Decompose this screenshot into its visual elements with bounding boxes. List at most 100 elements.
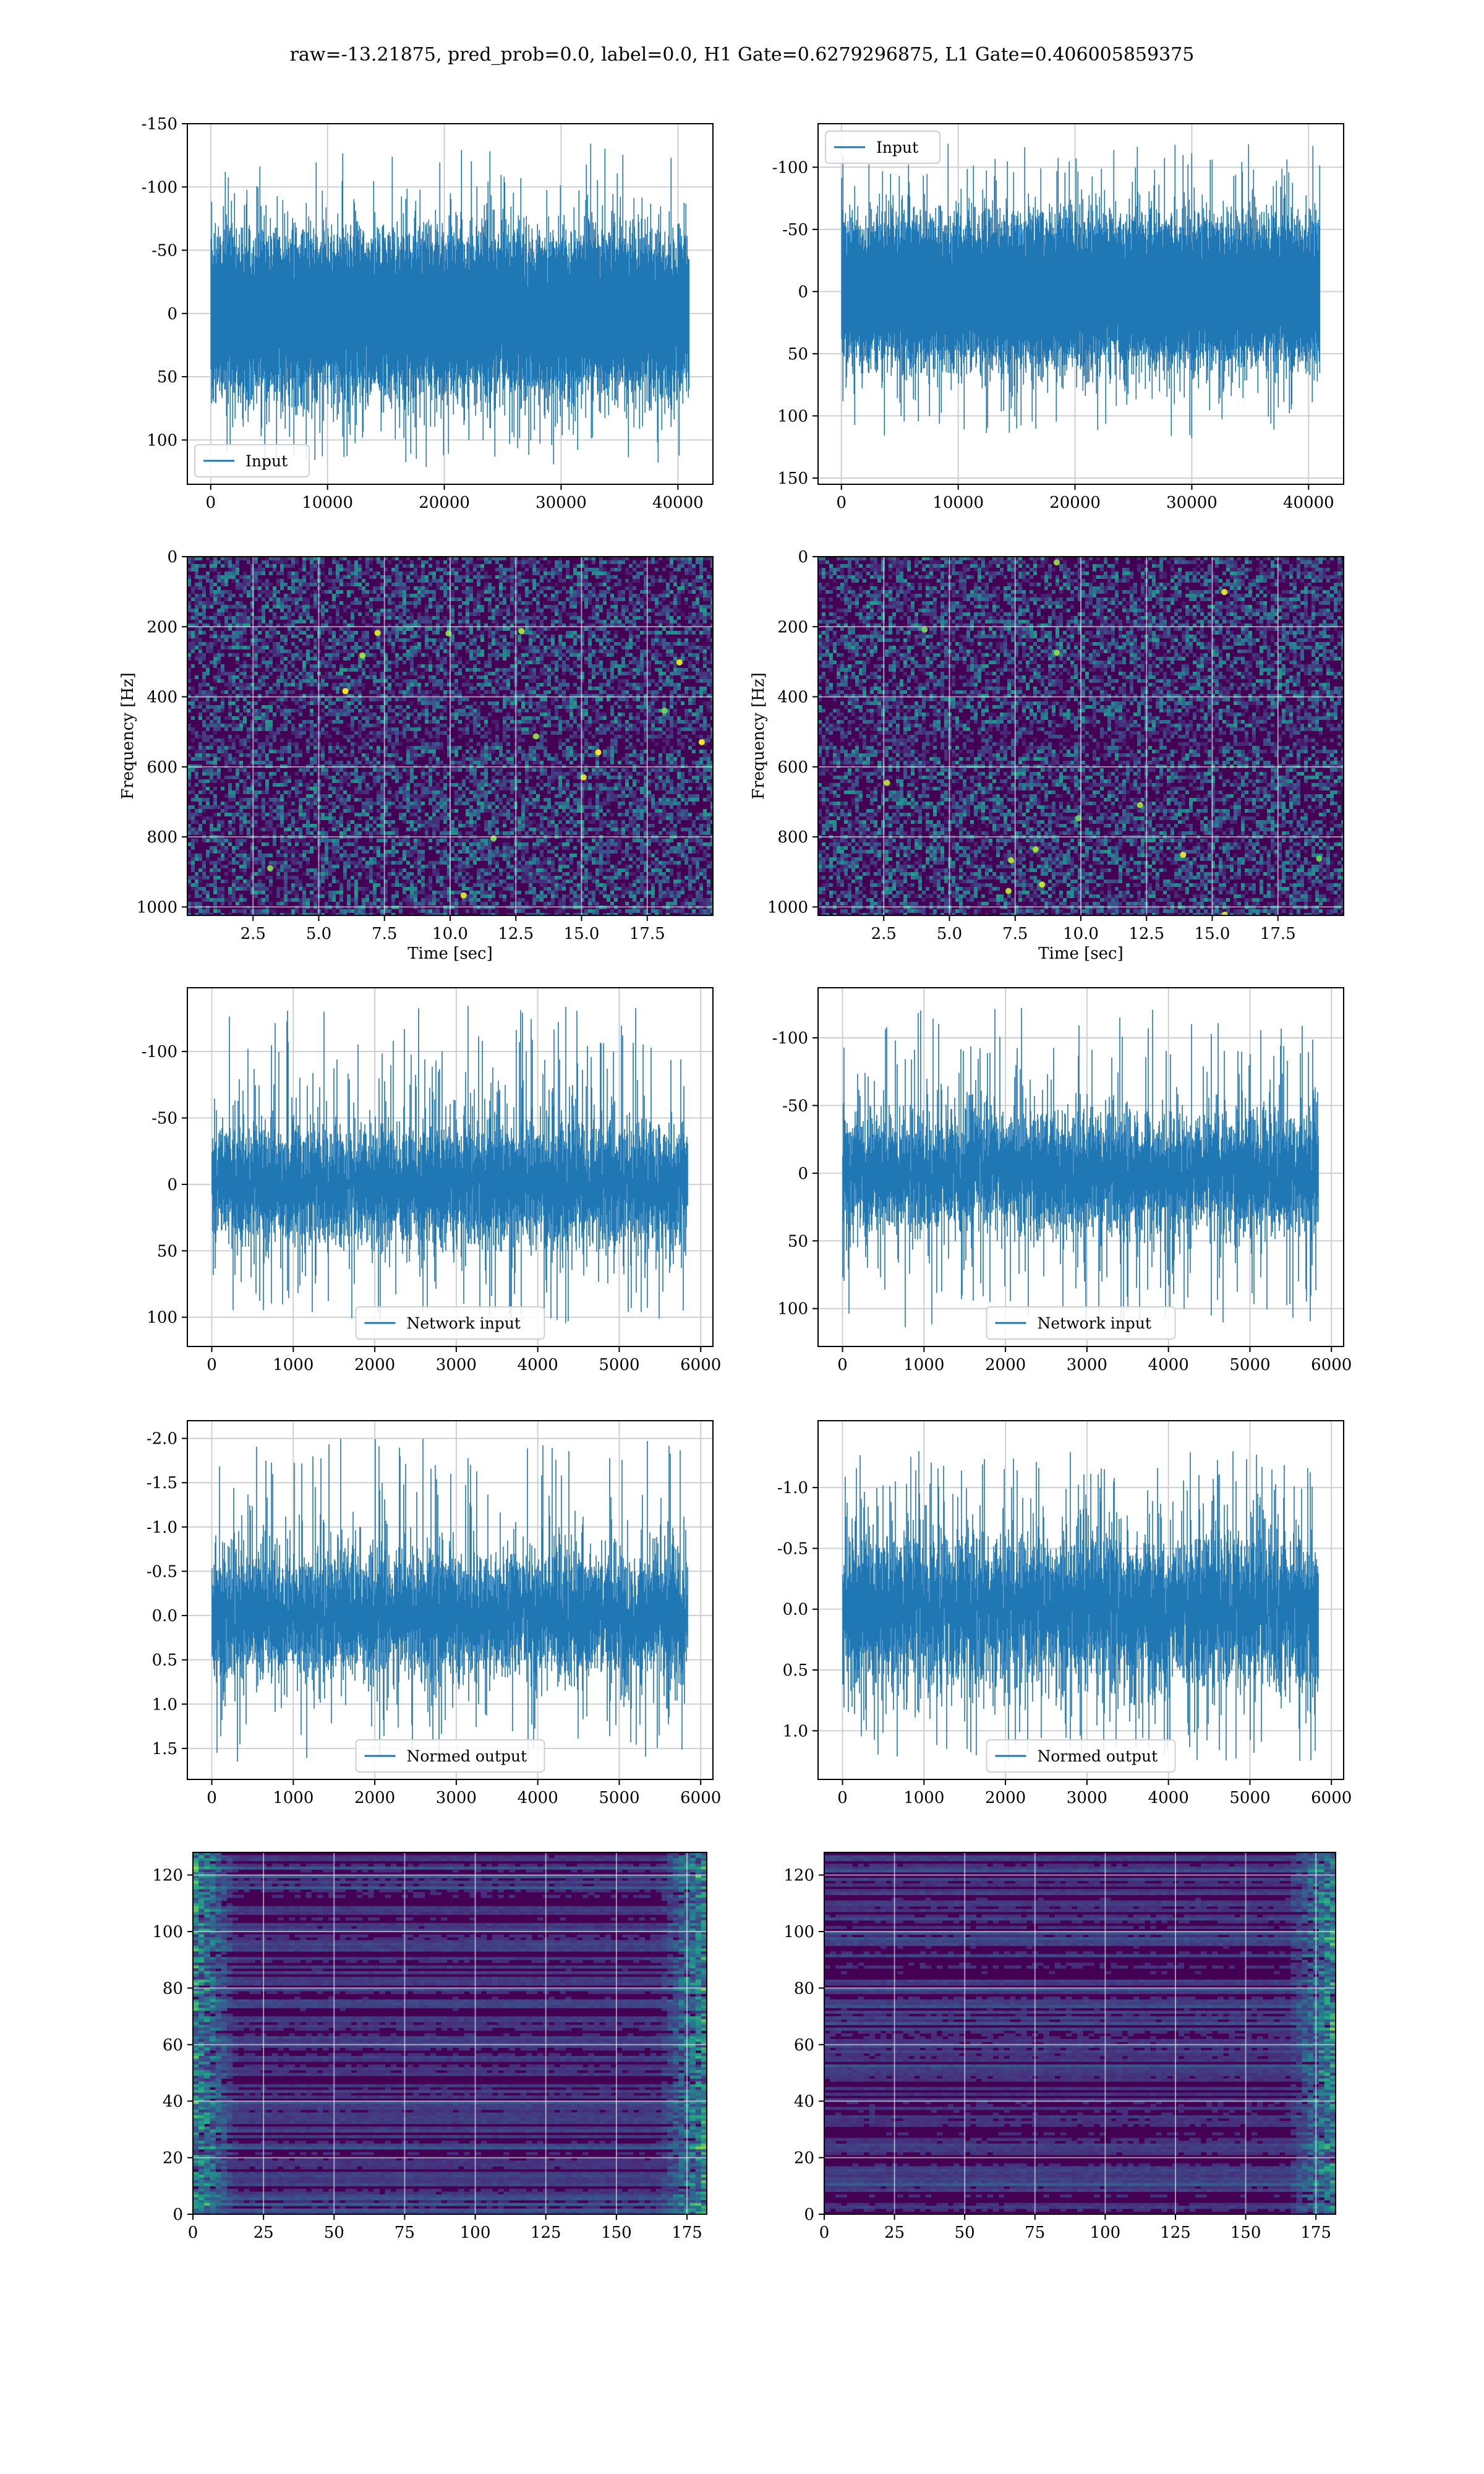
- x-tick-label: 10.0: [1063, 925, 1099, 943]
- x-tick-label: 175: [672, 2224, 702, 2242]
- legend-box: [825, 131, 940, 164]
- x-tick-label: 2000: [985, 1789, 1026, 1807]
- x-tick-label: 40000: [1283, 494, 1334, 512]
- x-tick-label: 5000: [1229, 1356, 1270, 1374]
- x-tick-label: 6000: [680, 1356, 721, 1374]
- legend: Network input: [986, 1306, 1176, 1340]
- x-tick-label: 75: [1025, 2224, 1045, 2242]
- x-tick-label: 150: [601, 2224, 632, 2242]
- x-tick-label: 10000: [932, 494, 984, 512]
- y-tick-label: 80: [163, 1979, 183, 1998]
- x-tick-label: 3000: [436, 1789, 477, 1807]
- x-axis-label: Time [sec]: [1038, 944, 1124, 963]
- legend-box: [194, 444, 310, 477]
- x-tick-label: 25: [254, 2224, 274, 2242]
- x-tick-label: 20000: [419, 494, 470, 512]
- legend: Input: [825, 131, 940, 164]
- h1-spectrogram-chart: 2.5 5.0 7.5 10.0 12.5 15.0 17.5 0 200 400 600 800 10…: [119, 548, 714, 963]
- y-tick-label: 120: [152, 1867, 183, 1885]
- y-tick-label: -0.5: [777, 1539, 808, 1558]
- x-tick-label: 5.0: [306, 925, 331, 943]
- x-tick-label: 0: [207, 1356, 217, 1374]
- x-tick-label: 75: [394, 2224, 415, 2242]
- l1-input-chart: Input 0 10000 20000 30000 40000 -100 -50 0 50 100 1…: [772, 123, 1344, 512]
- y-tick-label: 100: [777, 407, 808, 426]
- axes-frame: [817, 1420, 1344, 1780]
- y-tick-label: -100: [142, 1043, 177, 1061]
- l1-spectrogram-chart: 2.5 5.0 7.5 10.0 12.5 15.0 17.5 0 200 400 600 800 10…: [749, 548, 1344, 963]
- legend-label: Network input: [407, 1314, 521, 1332]
- legend-box: [355, 1739, 545, 1773]
- x-tick-label: 0: [819, 2224, 830, 2242]
- y-tick-label: 0.0: [152, 1607, 177, 1625]
- h1-normed-output-chart: Normed output 0 1000 2000 3000 4000 5000 6000 -2…: [147, 1420, 721, 1807]
- y-axis-label: Frequency [Hz]: [749, 672, 768, 800]
- y-tick-label: -100: [772, 1029, 808, 1048]
- x-tick-label: 100: [460, 2224, 491, 2242]
- y-tick-label: 1000: [767, 898, 808, 917]
- x-tick-label: 10000: [302, 494, 353, 512]
- x-tick-label: 1000: [273, 1789, 313, 1807]
- x-tick-label: 10.0: [432, 925, 468, 943]
- y-tick-label: 20: [163, 2149, 183, 2168]
- y-tick-label: 120: [783, 1867, 814, 1885]
- l1-spectrogram-image: [818, 557, 1344, 915]
- x-tick-label: 12.5: [1128, 925, 1164, 943]
- y-tick-label: 0: [798, 1165, 808, 1183]
- y-tick-label: 400: [777, 688, 808, 707]
- x-tick-label: 6000: [1311, 1789, 1352, 1807]
- y-tick-label: 1.5: [152, 1740, 177, 1758]
- x-tick-label: 40000: [652, 494, 704, 512]
- legend-label: Network input: [1038, 1314, 1151, 1332]
- y-tick-label: -1.0: [777, 1479, 808, 1497]
- x-tick-label: 0: [837, 494, 847, 512]
- x-tick-label: 6000: [680, 1789, 721, 1807]
- legend-box: [986, 1739, 1176, 1773]
- y-tick-label: 100: [152, 1923, 183, 1941]
- y-tick-label: 150: [777, 469, 808, 488]
- x-tick-label: 6000: [1311, 1356, 1352, 1374]
- x-tick-label: 25: [884, 2224, 905, 2242]
- y-tick-label: 0: [167, 548, 177, 567]
- x-tick-label: 17.5: [629, 925, 665, 943]
- y-tick-label: 50: [788, 345, 808, 364]
- y-tick-label: -1.0: [147, 1518, 177, 1537]
- y-tick-label: 0: [173, 2206, 183, 2224]
- x-tick-label: 100: [1090, 2224, 1121, 2242]
- x-tick-label: 5.0: [937, 925, 962, 943]
- x-tick-label: 17.5: [1260, 925, 1296, 943]
- x-tick-label: 5000: [599, 1789, 639, 1807]
- series-line-input: [210, 143, 690, 467]
- x-tick-label: 150: [1230, 2224, 1261, 2242]
- y-tick-label: 800: [147, 828, 177, 847]
- legend-box: [986, 1306, 1176, 1340]
- y-tick-label: 600: [147, 758, 177, 777]
- y-tick-label: 0: [167, 1176, 177, 1194]
- y-tick-label: 1.0: [152, 1695, 177, 1714]
- y-tick-label: -1.5: [147, 1474, 177, 1492]
- x-tick-label: 5000: [599, 1356, 639, 1374]
- x-tick-label: 7.5: [1002, 925, 1028, 943]
- x-tick-label: 125: [1160, 2224, 1191, 2242]
- series-line-normed-output: [211, 1439, 688, 1761]
- h1-feature-map-chart: 0 25 50 75 100 125 150 175 0 20 40 60 80 100 120: [152, 1852, 707, 2242]
- x-tick-label: 15.0: [564, 925, 600, 943]
- y-tick-label: 400: [147, 688, 177, 707]
- y-tick-label: 80: [794, 1979, 814, 1998]
- x-tick-label: 2000: [354, 1789, 395, 1807]
- x-tick-label: 125: [531, 2224, 561, 2242]
- y-tick-label: 100: [147, 1309, 177, 1327]
- y-tick-label: 50: [157, 368, 177, 387]
- x-axis-label: Time [sec]: [407, 944, 493, 963]
- x-tick-label: 4000: [518, 1789, 558, 1807]
- y-tick-label: 60: [163, 2036, 183, 2055]
- legend-label: Input: [245, 452, 288, 470]
- x-tick-label: 1000: [903, 1789, 944, 1807]
- y-tick-label: 0: [167, 305, 177, 323]
- x-tick-label: 3000: [1067, 1356, 1107, 1374]
- legend-label: Normed output: [407, 1747, 527, 1765]
- y-tick-label: 0: [798, 283, 808, 301]
- x-tick-label: 30000: [535, 494, 587, 512]
